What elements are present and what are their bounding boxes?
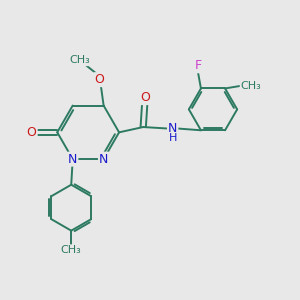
- Text: O: O: [94, 73, 104, 86]
- Text: H: H: [169, 133, 177, 143]
- Text: CH₃: CH₃: [70, 55, 90, 65]
- Text: O: O: [27, 126, 37, 139]
- Text: CH₃: CH₃: [241, 80, 261, 91]
- Text: N: N: [99, 153, 108, 166]
- Text: F: F: [194, 59, 202, 72]
- Text: CH₃: CH₃: [61, 245, 82, 255]
- Text: O: O: [140, 91, 150, 104]
- Text: N: N: [68, 153, 77, 166]
- Text: N: N: [168, 122, 177, 135]
